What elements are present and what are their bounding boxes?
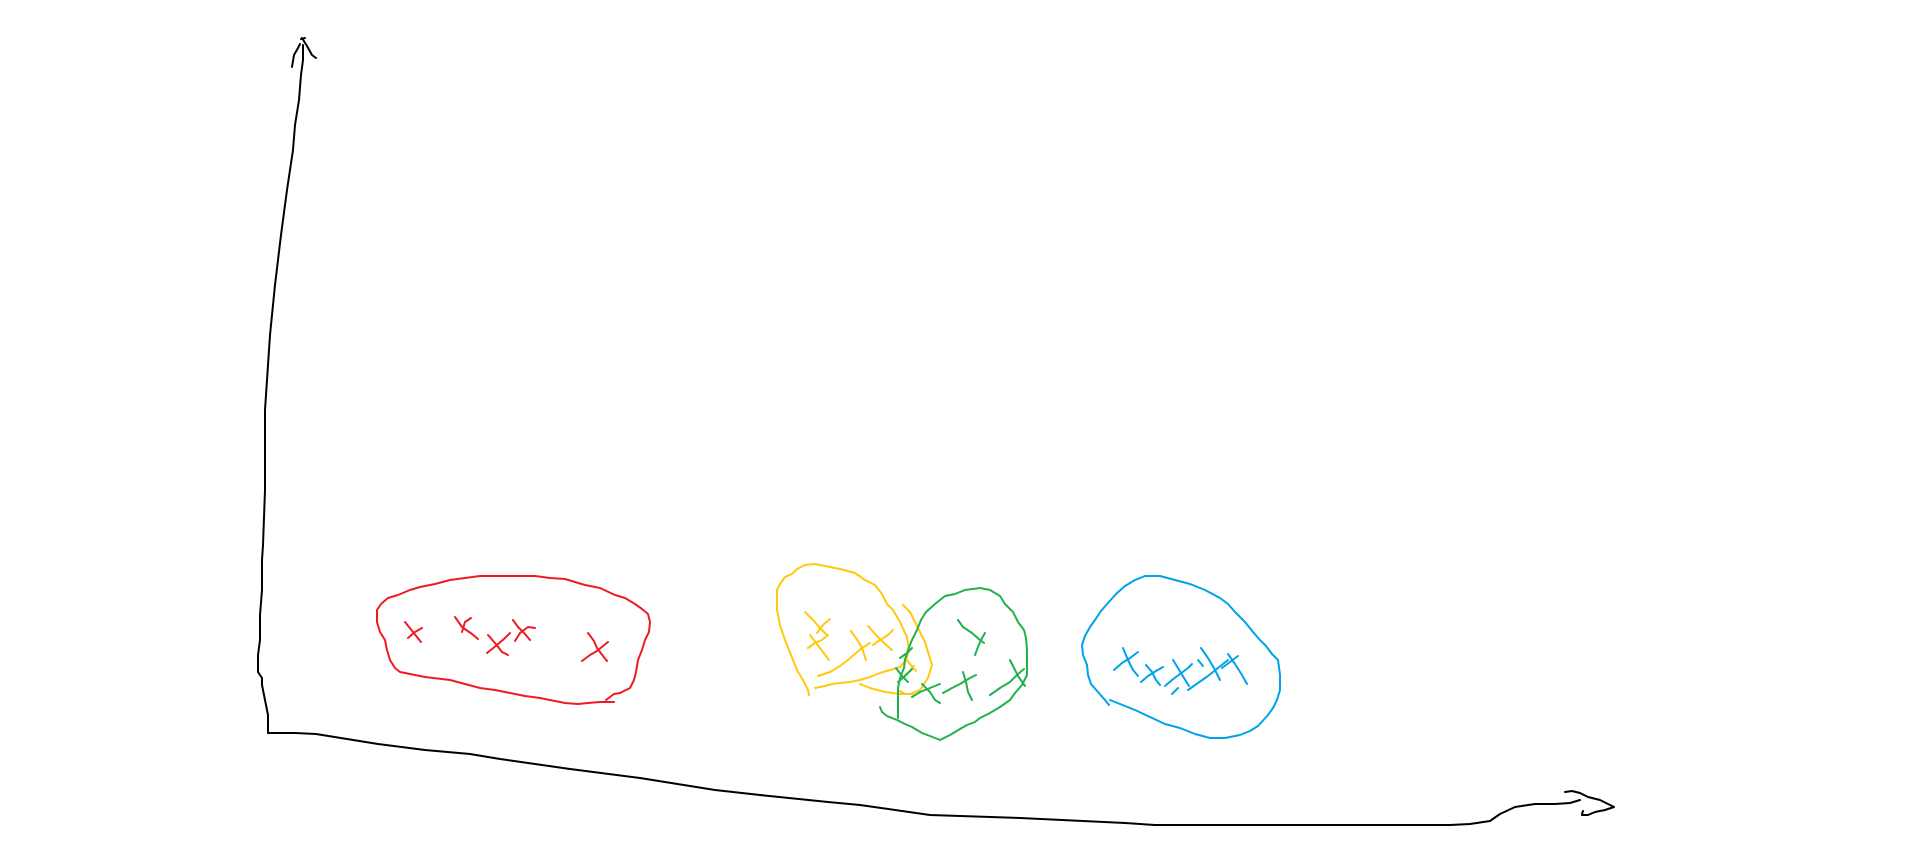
cluster-blue-boundary [1081,575,1281,739]
cluster-red [376,575,651,705]
cluster-blue [1081,575,1281,739]
cluster-yellow-mark-7 [899,690,914,695]
cluster-green-mark-3 [942,671,977,701]
axes [257,37,1615,826]
cluster-red-mark-4 [512,619,536,642]
cluster-green-mark-2 [911,683,941,704]
cluster-green-mark-4 [957,619,986,656]
cluster-red-mark-1 [404,621,423,643]
x-axis-line [267,732,1581,826]
cluster-blue-mark-3 [1164,659,1193,687]
cluster-blue-mark-6 [1171,687,1179,695]
cluster-red-boundary [376,575,651,705]
cluster-blue-mark-4 [1187,647,1229,691]
cluster-red-mark-5 [581,632,609,662]
cluster-yellow [776,563,933,696]
cluster-yellow-mark-1 [804,611,831,635]
cluster-red-mark-3 [486,632,511,656]
y-axis-arrowhead [291,37,317,68]
cluster-yellow-mark-6 [904,657,917,676]
cluster-green [879,587,1028,741]
cluster-blue-mark-1 [1113,647,1139,677]
cluster-yellow-boundary [776,563,910,696]
y-axis-line [257,44,304,734]
cluster-blue-mark-7 [1197,659,1204,667]
cluster-green-mark-6 [899,647,913,659]
cluster-blue-mark-2 [1140,664,1164,686]
cluster-yellow-mark-4 [850,630,867,661]
x-axis-arrowhead [1564,790,1615,816]
cluster-yellow-mark-5 [867,625,894,651]
cluster-red-mark-2 [454,616,479,640]
cluster-green-boundary [879,587,1028,741]
cluster-green-mark-5 [989,659,1026,696]
cluster-blue-mark-5 [1221,653,1248,685]
cluster-green-mark-1 [895,667,913,683]
cluster-yellow-mark-2 [807,634,830,661]
cluster-yellow-inner-arc [859,604,933,695]
